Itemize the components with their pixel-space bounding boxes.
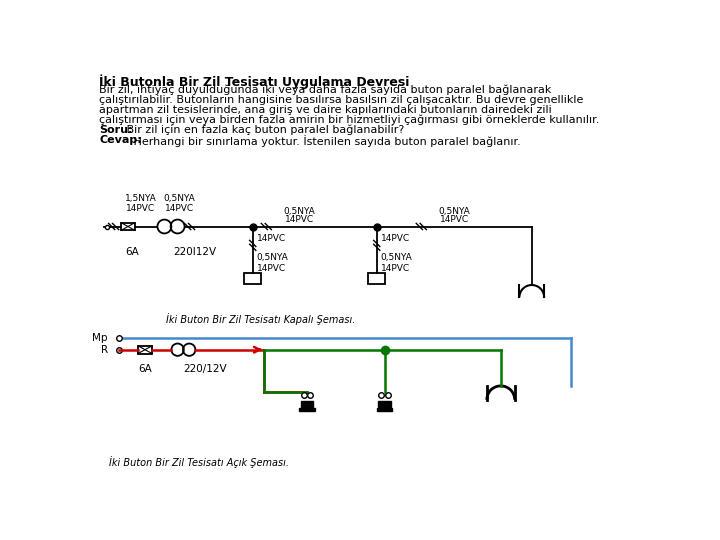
Text: 0,5NYA: 0,5NYA	[438, 207, 470, 215]
Text: çalıştırması için veya birden fazla amirin bir hizmetliyi çağırması gibi örnekle: çalıştırması için veya birden fazla amir…	[99, 115, 600, 125]
Bar	[301, 401, 313, 408]
Text: 0,5NYA
14PVC: 0,5NYA 14PVC	[381, 253, 413, 273]
Bar	[244, 273, 261, 284]
Bar	[121, 222, 135, 231]
Text: Bir zil için en fazla kaç buton paralel bağlanabilir?: Bir zil için en fazla kaç buton paralel …	[122, 125, 404, 136]
Text: Mp: Mp	[92, 333, 108, 343]
Text: 6A: 6A	[138, 363, 152, 374]
Text: Bir zil, ihtiyaç duyulduğunda iki veya daha fazla sayıda buton paralel bağlanara: Bir zil, ihtiyaç duyulduğunda iki veya d…	[99, 85, 552, 96]
Text: 0,5NYA
14PVC: 0,5NYA 14PVC	[163, 194, 195, 213]
Text: 220I12V: 220I12V	[173, 247, 216, 257]
Text: çalıştırılabilir. Butonların hangisine basılırsa basılsın zil çalışacaktır. Bu d: çalıştırılabilir. Butonların hangisine b…	[99, 95, 584, 105]
Text: Cevap:: Cevap:	[99, 135, 142, 145]
Bar	[138, 346, 152, 354]
Bar	[377, 408, 392, 411]
Text: 14PVC: 14PVC	[381, 234, 410, 243]
Text: 1,5NYA
14PVC: 1,5NYA 14PVC	[125, 194, 156, 213]
Text: 220/12V: 220/12V	[183, 363, 227, 374]
Text: Soru:: Soru:	[99, 125, 132, 135]
Text: 14PVC: 14PVC	[440, 215, 469, 224]
Text: 6A: 6A	[126, 247, 140, 257]
Bar	[368, 273, 385, 284]
Text: 14PVC: 14PVC	[284, 215, 314, 224]
Text: Herhangi bir sınırlama yoktur. İstenilen sayıda buton paralel bağlanır.: Herhangi bir sınırlama yoktur. İstenilen…	[130, 135, 521, 147]
Bar	[300, 408, 315, 411]
Text: İki Buton Bir Zil Tesisatı Açık Şeması.: İki Buton Bir Zil Tesisatı Açık Şeması.	[109, 456, 289, 468]
Text: 14PVC: 14PVC	[256, 234, 286, 243]
Text: İki Butonla Bir Zil Tesisatı Uygulama Devresi: İki Butonla Bir Zil Tesisatı Uygulama De…	[99, 74, 410, 89]
Text: İki Buton Bir Zil Tesisatı Kapalı Şeması.: İki Buton Bir Zil Tesisatı Kapalı Şeması…	[166, 313, 355, 325]
Bar	[378, 401, 391, 408]
Text: 0,5NYA: 0,5NYA	[284, 207, 315, 215]
Text: apartman zil tesislerinde, ana giriş ve daire kapılarındaki butonların dairedeki: apartman zil tesislerinde, ana giriş ve …	[99, 105, 552, 115]
Text: R: R	[101, 345, 108, 355]
Text: 0,5NYA
14PVC: 0,5NYA 14PVC	[256, 253, 289, 273]
